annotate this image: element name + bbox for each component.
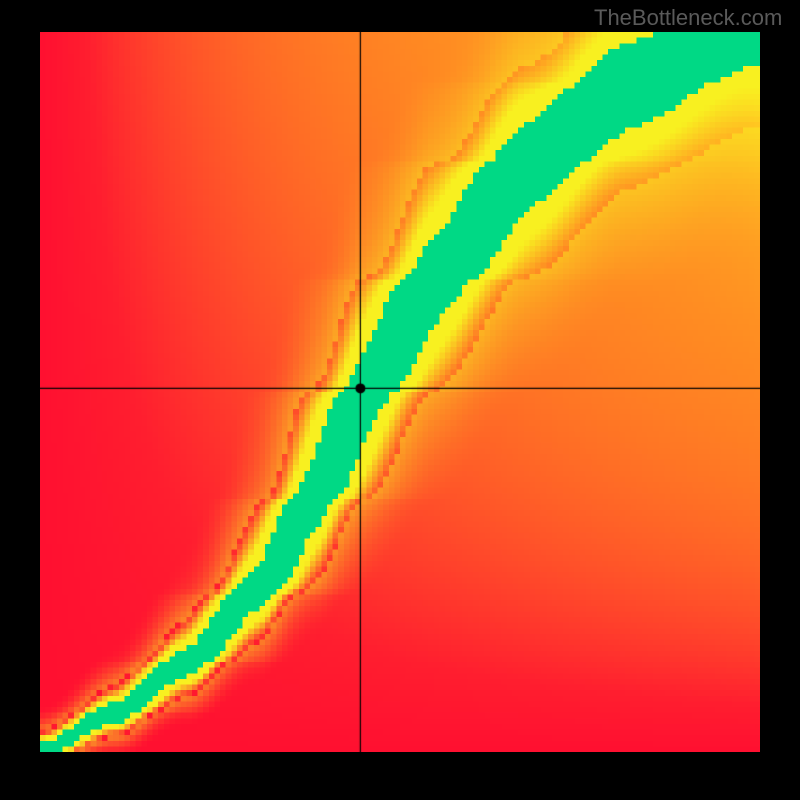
chart-container: TheBottleneck.com: [0, 0, 800, 800]
crosshair-overlay: [40, 32, 760, 752]
attribution-watermark: TheBottleneck.com: [594, 5, 782, 31]
